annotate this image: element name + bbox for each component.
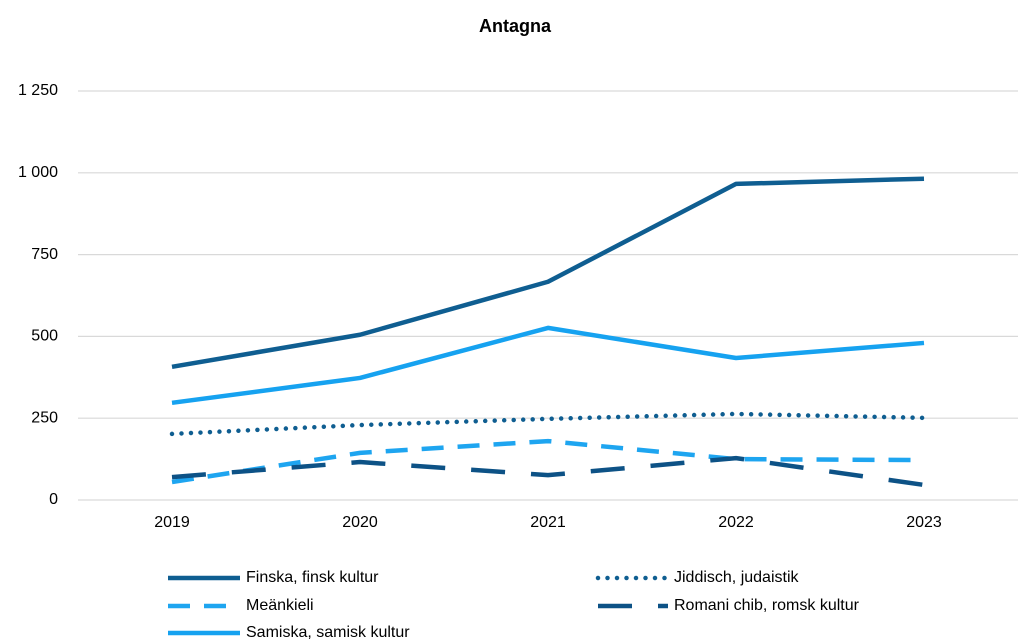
series-line [171, 325, 925, 406]
x-tick-label: 2022 [718, 514, 754, 531]
x-tick-label: 2021 [530, 514, 566, 531]
series-line [171, 176, 925, 370]
x-tick-label: 2023 [906, 514, 942, 531]
x-tick-label: 2020 [342, 514, 378, 531]
y-tick-label: 0 [49, 491, 58, 508]
series-line [171, 455, 925, 488]
series-line [171, 438, 925, 485]
y-tick-label: 250 [31, 409, 58, 426]
y-tick-label: 1 000 [18, 164, 58, 181]
y-tick-label: 1 250 [18, 82, 58, 99]
legend-label: Meänkieli [246, 597, 314, 614]
legend-label: Romani chib, romsk kultur [674, 597, 860, 614]
legend-label: Finska, finsk kultur [246, 569, 379, 586]
series-line [169, 411, 927, 437]
legend-label: Samiska, samisk kultur [246, 624, 410, 641]
y-tick-label: 500 [31, 328, 58, 345]
y-tick-label: 750 [31, 246, 58, 263]
legend-label: Jiddisch, judaistik [674, 569, 800, 586]
x-tick-label: 2019 [154, 514, 190, 531]
chart-title: Antagna [479, 16, 552, 36]
